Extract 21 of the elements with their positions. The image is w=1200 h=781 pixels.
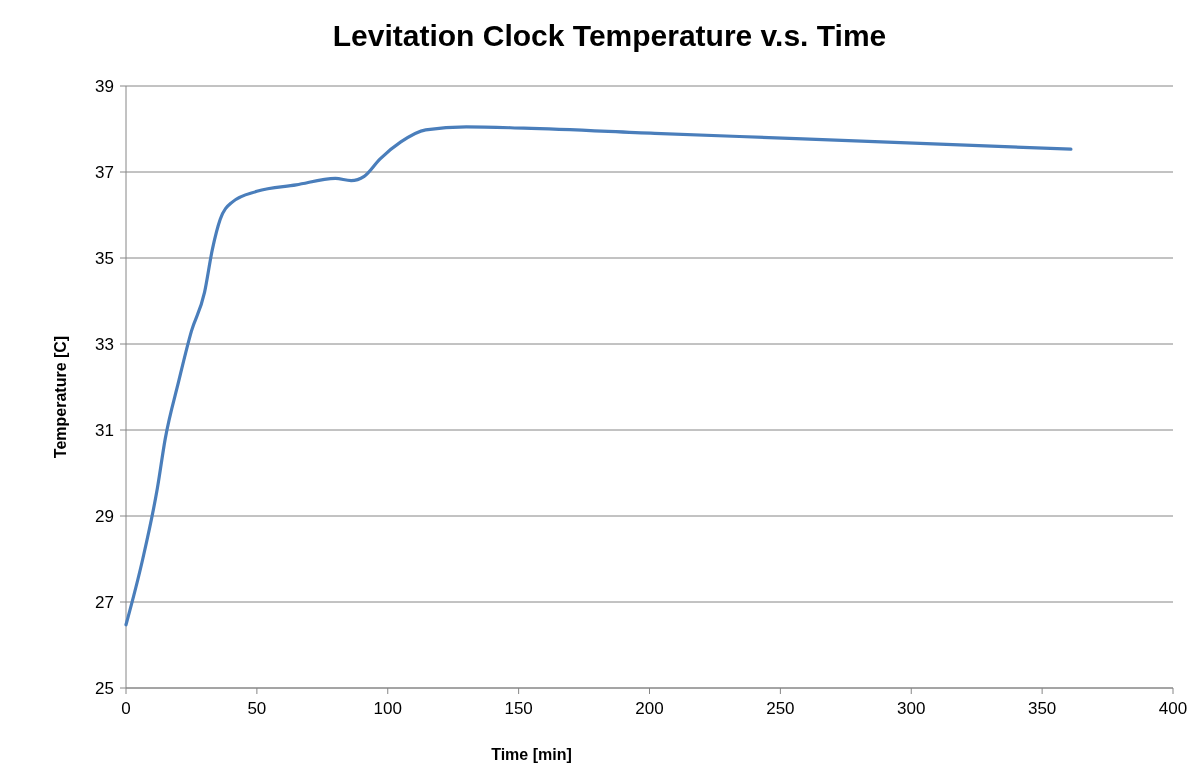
y-tick-label: 39 [95,77,114,96]
x-tick-label: 250 [766,699,795,718]
y-tick-label: 33 [95,335,114,354]
x-axis-title: Time [min] [491,746,572,763]
x-tick-label: 200 [635,699,664,718]
chart-title: Levitation Clock Temperature v.s. Time [332,19,887,52]
y-tick-label: 27 [95,593,114,612]
x-tick-label: 300 [897,699,926,718]
y-tick-label: 25 [95,679,114,698]
x-tick-label: 150 [504,699,533,718]
x-tick-label: 0 [121,699,131,718]
x-tick-label: 350 [1027,699,1057,718]
y-tick-label: 37 [95,163,114,182]
x-tick-label: 50 [247,699,267,718]
y-tick-label: 31 [95,421,114,440]
y-tick-label: 35 [95,249,114,268]
x-tick-label: 100 [373,699,402,718]
y-axis-title: Temperature [C] [52,335,69,459]
y-tick-label: 29 [95,507,114,526]
x-tick-label: 400 [1158,699,1188,718]
line-series [124,125,1073,627]
